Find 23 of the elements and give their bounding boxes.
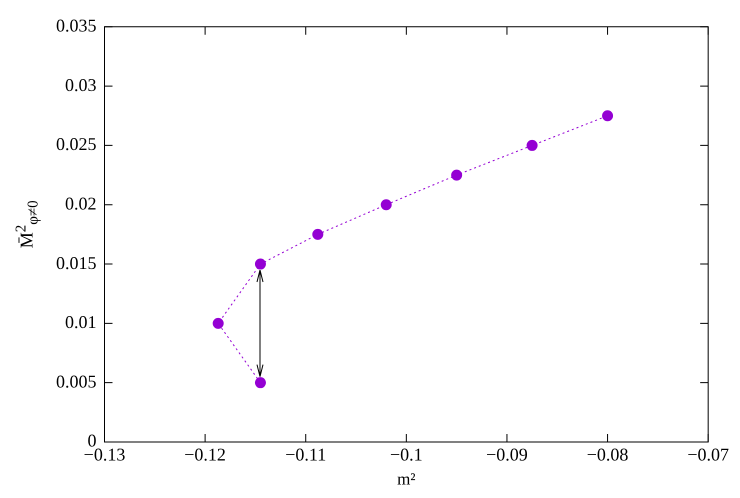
y-tick-label: 0.03 [65,74,96,95]
y-tick-label: 0.025 [56,134,96,154]
x-tick-label: −0.09 [486,444,528,465]
y-tick-label: 0.01 [65,312,96,332]
point [212,318,224,329]
point [254,377,266,388]
point [602,110,614,122]
x-tick-label: −0.08 [586,444,628,465]
x-axis-title: m² [397,469,416,488]
y-tick-label: 0.035 [56,16,96,36]
y-tick-label: 0 [88,430,96,451]
x-tick-label: −0.07 [687,444,729,465]
y-tick-label: 0.005 [56,371,96,392]
point [254,258,266,270]
y-tick-label: 0.015 [56,252,96,273]
x-tick-label: −0.11 [285,444,326,465]
point [312,228,324,240]
y-tick-label: 0.02 [65,193,96,214]
x-tick-label: −0.12 [184,444,226,465]
point [526,140,538,151]
point [380,199,392,210]
x-tick-label: −0.1 [390,444,423,465]
point [451,170,462,181]
